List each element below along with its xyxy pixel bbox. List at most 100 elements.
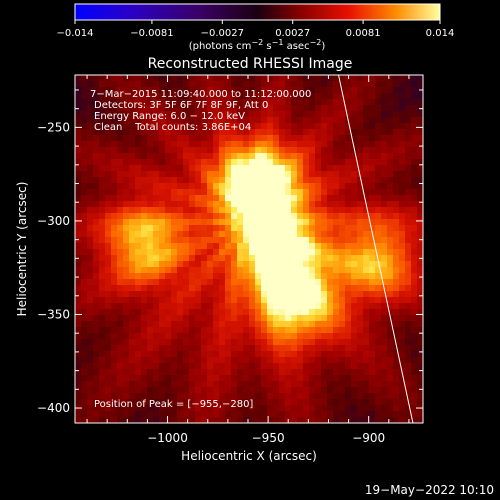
heatmap-cell — [267, 309, 274, 316]
heatmap-cell — [153, 201, 160, 208]
heatmap-cell — [219, 201, 226, 208]
heatmap-cell — [171, 225, 178, 232]
heatmap-cell — [261, 255, 268, 262]
heatmap-cell — [111, 99, 118, 106]
heatmap-cell — [285, 387, 292, 394]
heatmap-cell — [273, 195, 280, 202]
heatmap-image — [75, 75, 423, 423]
heatmap-cell — [75, 327, 82, 334]
heatmap-cell — [393, 315, 400, 322]
heatmap-cell — [339, 393, 346, 400]
heatmap-cell — [417, 81, 423, 88]
heatmap-cell — [417, 231, 423, 238]
heatmap-cell — [297, 393, 304, 400]
heatmap-cell — [267, 327, 274, 334]
heatmap-cell — [291, 285, 298, 292]
heatmap-cell — [171, 135, 178, 142]
heatmap-cell — [375, 111, 382, 118]
heatmap-cell — [417, 225, 423, 232]
heatmap-cell — [279, 195, 286, 202]
heatmap-cell — [309, 345, 316, 352]
heatmap-cell — [189, 225, 196, 232]
heatmap-cell — [369, 165, 376, 172]
heatmap-cell — [135, 285, 142, 292]
heatmap-cell — [345, 345, 352, 352]
heatmap-cell — [381, 225, 388, 232]
heatmap-cell — [165, 273, 172, 280]
heatmap-cell — [351, 387, 358, 394]
heatmap-cell — [369, 195, 376, 202]
heatmap-cell — [315, 417, 322, 423]
heatmap-cell — [189, 117, 196, 124]
heatmap-cell — [219, 411, 226, 418]
heatmap-cell — [333, 291, 340, 298]
heatmap-cell — [219, 99, 226, 106]
heatmap-cell — [291, 243, 298, 250]
heatmap-cell — [183, 333, 190, 340]
heatmap-cell — [345, 183, 352, 190]
heatmap-cell — [255, 195, 262, 202]
heatmap-cell — [273, 291, 280, 298]
heatmap-cell — [75, 309, 82, 316]
heatmap-cell — [159, 213, 166, 220]
heatmap-cell — [81, 309, 88, 316]
heatmap-cell — [237, 135, 244, 142]
heatmap-cell — [387, 411, 394, 418]
heatmap-cell — [249, 237, 256, 244]
heatmap-cell — [81, 315, 88, 322]
heatmap-cell — [159, 243, 166, 250]
heatmap-cell — [315, 321, 322, 328]
heatmap-cell — [207, 399, 214, 406]
heatmap-cell — [375, 81, 382, 88]
heatmap-cell — [345, 147, 352, 154]
heatmap-cell — [231, 387, 238, 394]
heatmap-cell — [279, 159, 286, 166]
heatmap-cell — [255, 315, 262, 322]
heatmap-cell — [291, 75, 298, 82]
heatmap-cell — [417, 315, 423, 322]
heatmap-cell — [213, 369, 220, 376]
heatmap-cell — [207, 405, 214, 412]
heatmap-cell — [219, 219, 226, 226]
heatmap-cell — [195, 261, 202, 268]
heatmap-cell — [177, 321, 184, 328]
heatmap-cell — [381, 165, 388, 172]
heatmap-cell — [105, 207, 112, 214]
heatmap-cell — [237, 339, 244, 346]
heatmap-cell — [285, 123, 292, 130]
heatmap-cell — [165, 387, 172, 394]
heatmap-cell — [261, 345, 268, 352]
heatmap-cell — [321, 171, 328, 178]
heatmap-cell — [147, 123, 154, 130]
heatmap-cell — [183, 279, 190, 286]
heatmap-cell — [387, 105, 394, 112]
heatmap-cell — [123, 267, 130, 274]
heatmap-cell — [303, 315, 310, 322]
heatmap-cell — [369, 99, 376, 106]
heatmap-cell — [117, 417, 124, 423]
heatmap-cell — [303, 411, 310, 418]
heatmap-cell — [159, 327, 166, 334]
heatmap-cell — [321, 243, 328, 250]
heatmap-cell — [357, 87, 364, 94]
heatmap-cell — [339, 399, 346, 406]
heatmap-cell — [123, 225, 130, 232]
heatmap-cell — [279, 411, 286, 418]
heatmap-cell — [357, 417, 364, 423]
heatmap-cell — [195, 339, 202, 346]
heatmap-cell — [393, 321, 400, 328]
heatmap-cell — [309, 279, 316, 286]
heatmap-cell — [339, 135, 346, 142]
heatmap-cell — [135, 165, 142, 172]
heatmap-cell — [315, 357, 322, 364]
heatmap-cell — [237, 363, 244, 370]
heatmap-cell — [291, 399, 298, 406]
heatmap-cell — [375, 399, 382, 406]
y-tick-label: −400 — [37, 401, 70, 415]
heatmap-cell — [363, 351, 370, 358]
heatmap-cell — [129, 297, 136, 304]
heatmap-cell — [249, 243, 256, 250]
heatmap-cell — [255, 321, 262, 328]
heatmap-cell — [405, 267, 412, 274]
heatmap-cell — [123, 183, 130, 190]
